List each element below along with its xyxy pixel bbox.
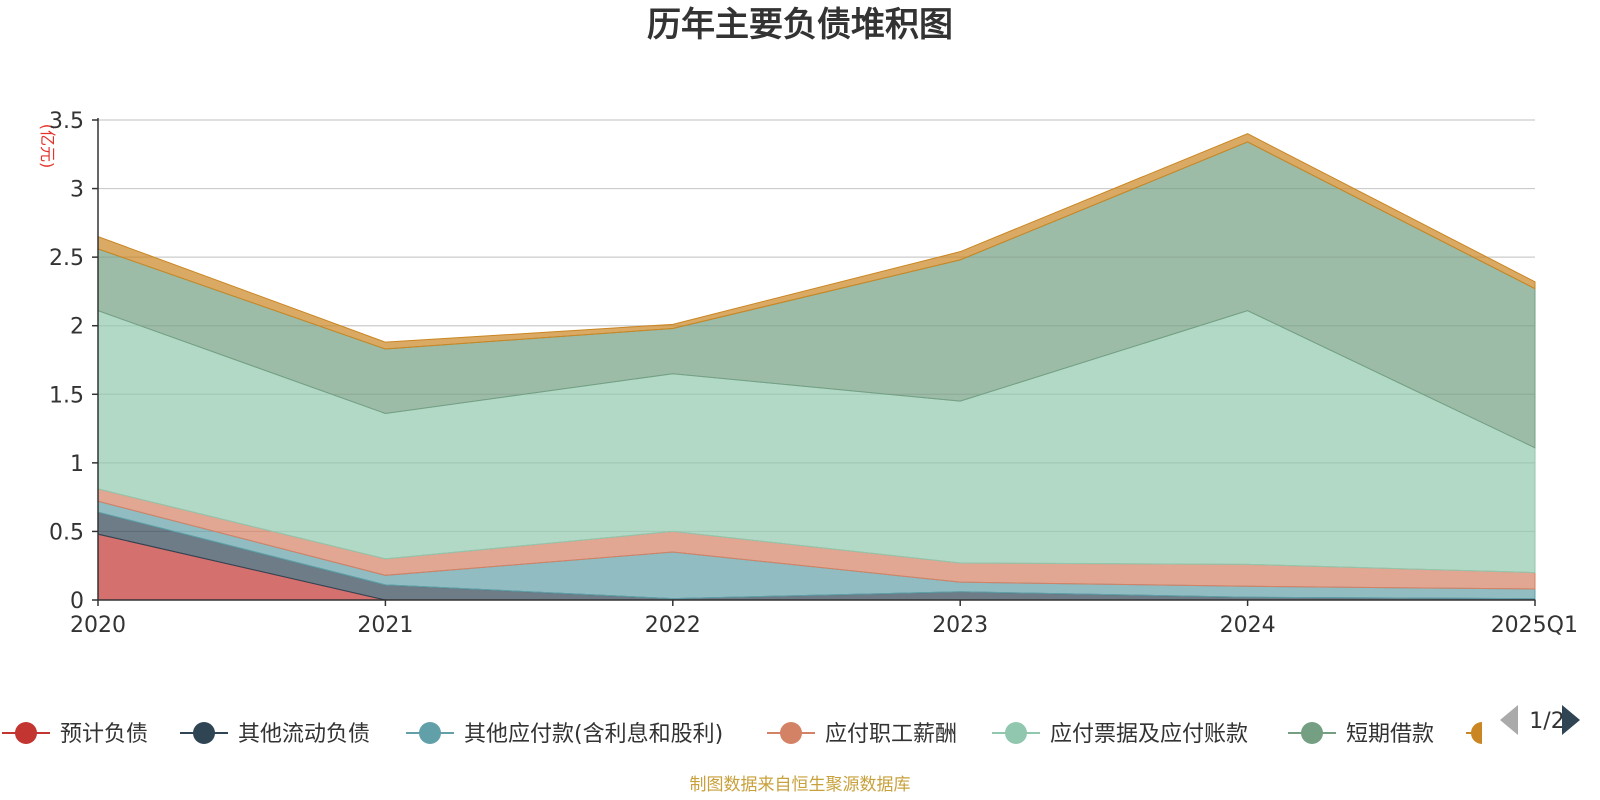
legend: 预计负债 其他流动负债 其他应付款(含利息和股利) 应付职工薪酬 应付票据及应付账款 短期… — [2, 722, 1482, 747]
legend-marker-icon — [780, 722, 802, 744]
area-series-group — [97, 133, 1536, 601]
x-tick-label: 2020 — [70, 613, 126, 638]
legend-item-4[interactable]: 应付票据及应付账款 — [992, 722, 1248, 747]
y-tick-label: 0 — [70, 589, 84, 614]
legend-label: 预计负债 — [60, 722, 148, 747]
y-tick-label: 0.5 — [49, 520, 84, 545]
legend-marker-icon — [15, 722, 37, 744]
legend-label: 其他应付款(含利息和股利) — [464, 722, 723, 747]
y-tick-label: 2 — [70, 315, 84, 340]
chart-title: 历年主要负债堆积图 — [647, 5, 953, 45]
legend-item-5[interactable]: 短期借款 — [1288, 722, 1434, 747]
legend-item-0[interactable]: 预计负债 — [2, 722, 148, 747]
y-tick-label: 3.5 — [49, 109, 84, 134]
legend-page-indicator: 1/2 — [1529, 709, 1564, 734]
legend-marker-icon — [419, 722, 441, 744]
legend-label: 应付职工薪酬 — [825, 722, 957, 747]
y-axis-unit: (亿元) — [38, 124, 57, 169]
x-axis-ticks: 2020 2021 2022 2023 2024 2025Q1 — [70, 600, 1578, 638]
y-tick-label: 2.5 — [49, 246, 84, 271]
legend-label: 短期借款 — [1346, 722, 1434, 747]
legend-item-2[interactable]: 其他应付款(含利息和股利) — [406, 722, 723, 747]
y-tick-label: 1.5 — [49, 383, 84, 408]
legend-item-3[interactable]: 应付职工薪酬 — [767, 722, 957, 747]
legend-prev-icon[interactable] — [1500, 705, 1518, 735]
x-tick-label: 2022 — [645, 613, 701, 638]
x-tick-label: 2023 — [932, 613, 988, 638]
legend-marker-icon — [1005, 722, 1027, 744]
legend-label: 应付票据及应付账款 — [1050, 722, 1248, 747]
x-tick-label: 2024 — [1220, 613, 1276, 638]
data-source-footer: 制图数据来自恒生聚源数据库 — [690, 775, 911, 795]
y-axis-ticks: 0 0.5 1 1.5 2 2.5 3 3.5 — [49, 109, 98, 614]
legend-next-icon[interactable] — [1562, 705, 1580, 735]
legend-marker-icon — [1301, 722, 1323, 744]
area-series-6 — [97, 133, 1536, 350]
legend-pager: 1/2 — [1500, 705, 1580, 735]
legend-item-1[interactable]: 其他流动负债 — [180, 722, 370, 747]
legend-marker-icon — [193, 722, 215, 744]
legend-marker-icon — [1471, 722, 1482, 744]
legend-label: 其他流动负债 — [238, 722, 370, 747]
y-tick-label: 3 — [70, 178, 84, 203]
x-tick-label: 2025Q1 — [1491, 613, 1578, 638]
y-tick-label: 1 — [70, 452, 84, 477]
axes — [97, 118, 1535, 601]
x-tick-label: 2021 — [357, 613, 413, 638]
legend-item-partial[interactable] — [1466, 722, 1482, 744]
